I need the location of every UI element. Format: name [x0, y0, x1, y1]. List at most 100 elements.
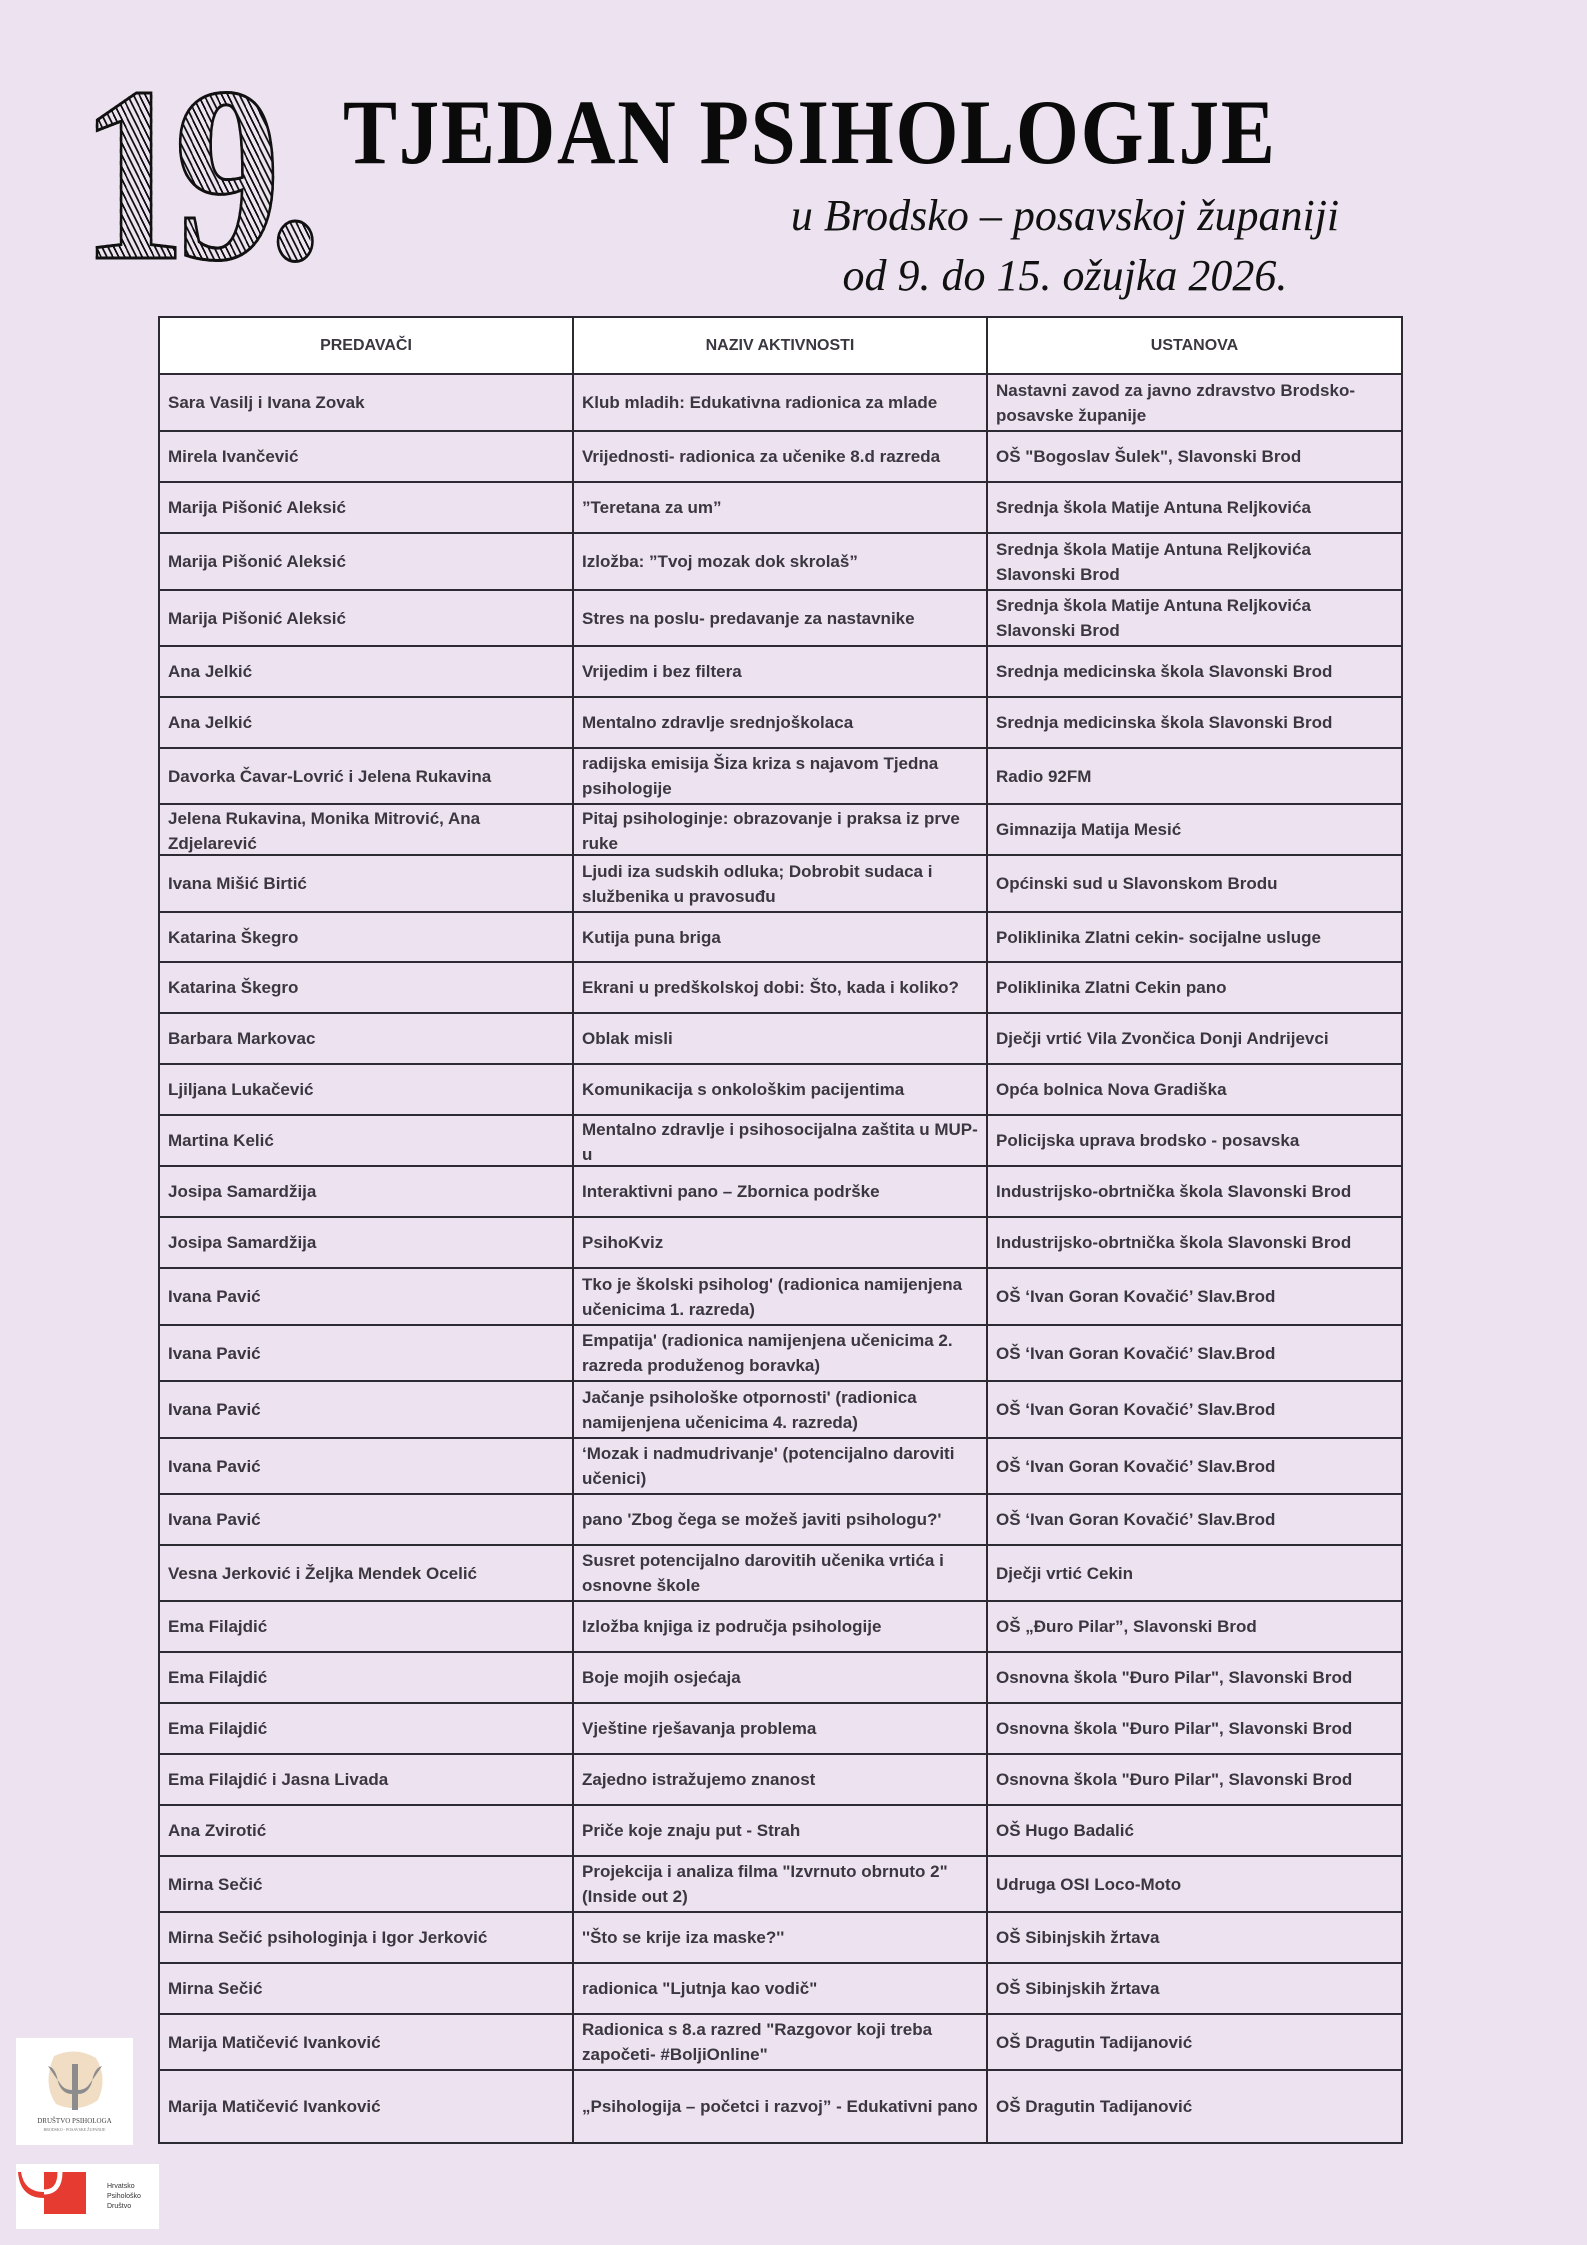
cell-lecturers: Mirna Sečić — [158, 1855, 574, 1913]
cell-text: OŠ ‘Ivan Goran Kovačić’ Slav.Brod — [996, 1400, 1276, 1419]
cell-institution: Srednja škola Matije Antuna Reljkovića — [986, 481, 1403, 534]
cell-text: Udruga OSI Loco-Moto — [996, 1874, 1182, 1894]
cell-text: Empatija' (radionica namijenjena učenici… — [582, 1331, 953, 1375]
table-row: Ema Filajdić i Jasna Livada Zajedno istra… — [158, 1753, 1403, 1806]
table-row: Katarina Škegro Ekrani u predškolskoj dob… — [158, 961, 1403, 1014]
cell-lecturers: Ivana Pavić — [158, 1324, 574, 1382]
cell-lecturers: Josipa Samardžija — [158, 1165, 574, 1218]
psi-icon — [48, 2051, 103, 2110]
cell-text: Srednja medicinska škola Slavonski Brod — [996, 662, 1333, 681]
cell-text: Mentalno zdravlje srednjoškolaca — [582, 713, 854, 732]
cell-text: Zajedno istražujemo znanost — [582, 1770, 816, 1789]
cell-institution: Policijska uprava brodsko - posavska — [986, 1114, 1403, 1167]
cell-text: Industrijsko-obrtnička škola Slavonski B… — [996, 1182, 1352, 1201]
hpd-psi-icon — [18, 2171, 86, 2214]
cell-institution: Nastavni zavod za javno zdravstvo Brodsk… — [986, 373, 1403, 432]
cell-text: Ema Filajdić i Jasna Livada — [168, 1770, 389, 1789]
cell-activity: Mentalno zdravlje i psihosocijalna zašti… — [572, 1114, 988, 1167]
table-row: Josipa Samardžija Interaktivni pano – Zbo… — [158, 1165, 1403, 1218]
cell-text: Ljiljana Lukačević — [168, 1080, 314, 1099]
cell-text: Josipa Samardžija — [168, 1182, 317, 1201]
cell-text: Oblak misli — [582, 1029, 673, 1048]
cell-institution: Srednja škola Matije Antuna Reljkovića S… — [986, 532, 1403, 591]
cell-text: „Psihologija – početci i razvoj” - Eduka… — [582, 2097, 978, 2116]
table-row: Marija Pišonić Aleksić Stres na poslu- pr… — [158, 589, 1403, 647]
cell-text: Mentalno zdravlje i psihosocijalna zašti… — [582, 1120, 978, 1164]
cell-text: Klub mladih: Edukativna radionica za mla… — [582, 393, 938, 412]
cell-institution: Radio 92FM — [986, 747, 1403, 805]
table-row: Ana Zvirotić Priče koje znaju put - Strah… — [158, 1804, 1403, 1857]
cell-text: Gimnazija Matija Mesić — [996, 820, 1182, 839]
cell-activity: Radionica s 8.a razred "Razgovor koji tr… — [572, 2013, 988, 2071]
edition-number: 19. — [79, 36, 323, 313]
cell-activity: Tko je školski psiholog' (radionica nami… — [572, 1267, 988, 1326]
cell-institution: Osnovna škola "Đuro Pilar", Slavonski Br… — [986, 1651, 1403, 1704]
cell-text: OŠ Sibinjskih žrtava — [996, 1928, 1160, 1947]
cell-institution: OŠ „Đuro Pilar”, Slavonski Brod — [986, 1600, 1403, 1653]
table-row: Ivana Mišić Birtić Ljudi iza sudskih odlu… — [158, 854, 1403, 913]
cell-activity: Vrijednosti- radionica za učenike 8.d ra… — [572, 430, 988, 483]
cell-text: Osnovna škola "Đuro Pilar", Slavonski Br… — [996, 1668, 1353, 1687]
cell-text: Ivana Mišić Birtić — [168, 874, 307, 893]
cell-text: OŠ „Đuro Pilar”, Slavonski Brod — [996, 1617, 1257, 1636]
cell-text: Vesna Jerković i Željka Mendek Ocelić — [168, 1563, 478, 1583]
cell-lecturers: Mirna Sečić — [158, 1962, 574, 2015]
cell-institution: OŠ Dragutin Tadijanović — [986, 2069, 1403, 2144]
cell-text: Katarina Škegro — [168, 978, 299, 997]
cell-text: Srednja škola Matije Antuna Reljkovića S… — [996, 539, 1311, 584]
cell-activity: Klub mladih: Edukativna radionica za mla… — [572, 373, 988, 432]
cell-text: Pitaj psihologinje: obrazovanje i praksa… — [582, 809, 960, 853]
cell-activity: Stres na poslu- predavanje za nastavnike — [572, 589, 988, 647]
cell-text: Boje mojih osjećaja — [582, 1668, 741, 1687]
drustvo-psihologa-logo: DRUŠTVO PSIHOLOGA BRODSKO - POSAVSKE ŽUP… — [16, 2038, 133, 2145]
cell-text: Mirna Sečić psihologinja i Igor Jerković — [168, 1928, 488, 1947]
cell-lecturers: Jelena Rukavina, Monika Mitrović, Ana Zd… — [158, 803, 574, 856]
cell-text: OŠ ‘Ivan Goran Kovačić’ Slav.Brod — [996, 1287, 1276, 1306]
cell-institution: Industrijsko-obrtnička škola Slavonski B… — [986, 1216, 1403, 1269]
cell-institution: OŠ Sibinjskih žrtava — [986, 1962, 1403, 2015]
cell-text: Osnovna škola "Đuro Pilar", Slavonski Br… — [996, 1770, 1353, 1789]
cell-lecturers: Ivana Pavić — [158, 1437, 574, 1495]
activities-table: PREDAVAČI NAZIV AKTIVNOSTI USTANOVA Sara… — [158, 316, 1403, 2144]
cell-text: Osnovna škola "Đuro Pilar", Slavonski Br… — [996, 1719, 1353, 1738]
table-row: Ana Jelkić Vrijedim i bez filtera Srednja … — [158, 645, 1403, 698]
cell-text: OŠ Hugo Badalić — [996, 1821, 1134, 1840]
cell-lecturers: Marija Pišonić Aleksić — [158, 532, 574, 591]
cell-lecturers: Josipa Samardžija — [158, 1216, 574, 1269]
cell-institution: Poliklinika Zlatni Cekin pano — [986, 961, 1403, 1014]
cell-text: OŠ Dragutin Tadijanović — [996, 2097, 1193, 2116]
cell-text: Srednja škola Matije Antuna Reljkovića — [996, 498, 1311, 517]
cell-activity: radionica "Ljutnja kao vodič" — [572, 1962, 988, 2015]
logo2-text: Hrvatsko Psihološko Društvo — [107, 2182, 141, 2212]
cell-text: Ekrani u predškolskoj dobi: Što, kada i … — [582, 978, 959, 997]
table-row: Vesna Jerković i Željka Mendek Ocelić Sus… — [158, 1544, 1403, 1602]
subtitle-dates: od 9. do 15. ožujka 2026. — [842, 251, 1288, 300]
cell-text: Komunikacija s onkološkim pacijentima — [582, 1080, 905, 1099]
cell-text: Nastavni zavod za javno zdravstvo Brodsk… — [996, 380, 1355, 425]
cell-text: OŠ "Bogoslav Šulek", Slavonski Brod — [996, 447, 1302, 466]
cell-lecturers: Ema Filajdić i Jasna Livada — [158, 1753, 574, 1806]
cell-activity: „Psihologija – početci i razvoj” - Eduka… — [572, 2069, 988, 2144]
cell-lecturers: Katarina Škegro — [158, 961, 574, 1014]
column-header-lecturers: PREDAVAČI — [158, 316, 574, 375]
cell-text: Martina Kelić — [168, 1131, 274, 1150]
cell-text: Srednja medicinska škola Slavonski Brod — [996, 713, 1333, 732]
logo1-text: DRUŠTVO PSIHOLOGA — [37, 2117, 112, 2125]
cell-text: Izložba knjiga iz područja psihologije — [582, 1617, 882, 1636]
cell-text: Interaktivni pano – Zbornica podrške — [582, 1182, 880, 1201]
cell-text: radijska emisija Šiza kriza s najavom Tj… — [582, 754, 939, 798]
cell-text: Dječji vrtić Cekin — [996, 1563, 1134, 1583]
column-header-activity: NAZIV AKTIVNOSTI — [572, 316, 988, 375]
cell-activity: Ekrani u predškolskoj dobi: Što, kada i … — [572, 961, 988, 1014]
table-row: Ljiljana Lukačević Komunikacija s onkološ… — [158, 1063, 1403, 1116]
cell-lecturers: Barbara Markovac — [158, 1012, 574, 1065]
cell-text: Stres na poslu- predavanje za nastavnike — [582, 608, 915, 628]
cell-text: Poliklinika Zlatni cekin- socijalne uslu… — [996, 927, 1321, 947]
logo2-text-line: Društvo — [107, 2203, 132, 2210]
cell-lecturers: Ivana Pavić — [158, 1267, 574, 1326]
cell-text: Radio 92FM — [996, 766, 1092, 786]
table-row: Marija Pišonić Aleksić Izložba: ”Tvoj moz… — [158, 532, 1403, 591]
cell-text: Kutija puna briga — [582, 927, 721, 947]
cell-institution: OŠ ‘Ivan Goran Kovačić’ Slav.Brod — [986, 1267, 1403, 1326]
cell-text: Sara Vasilj i Ivana Zovak — [168, 393, 365, 412]
